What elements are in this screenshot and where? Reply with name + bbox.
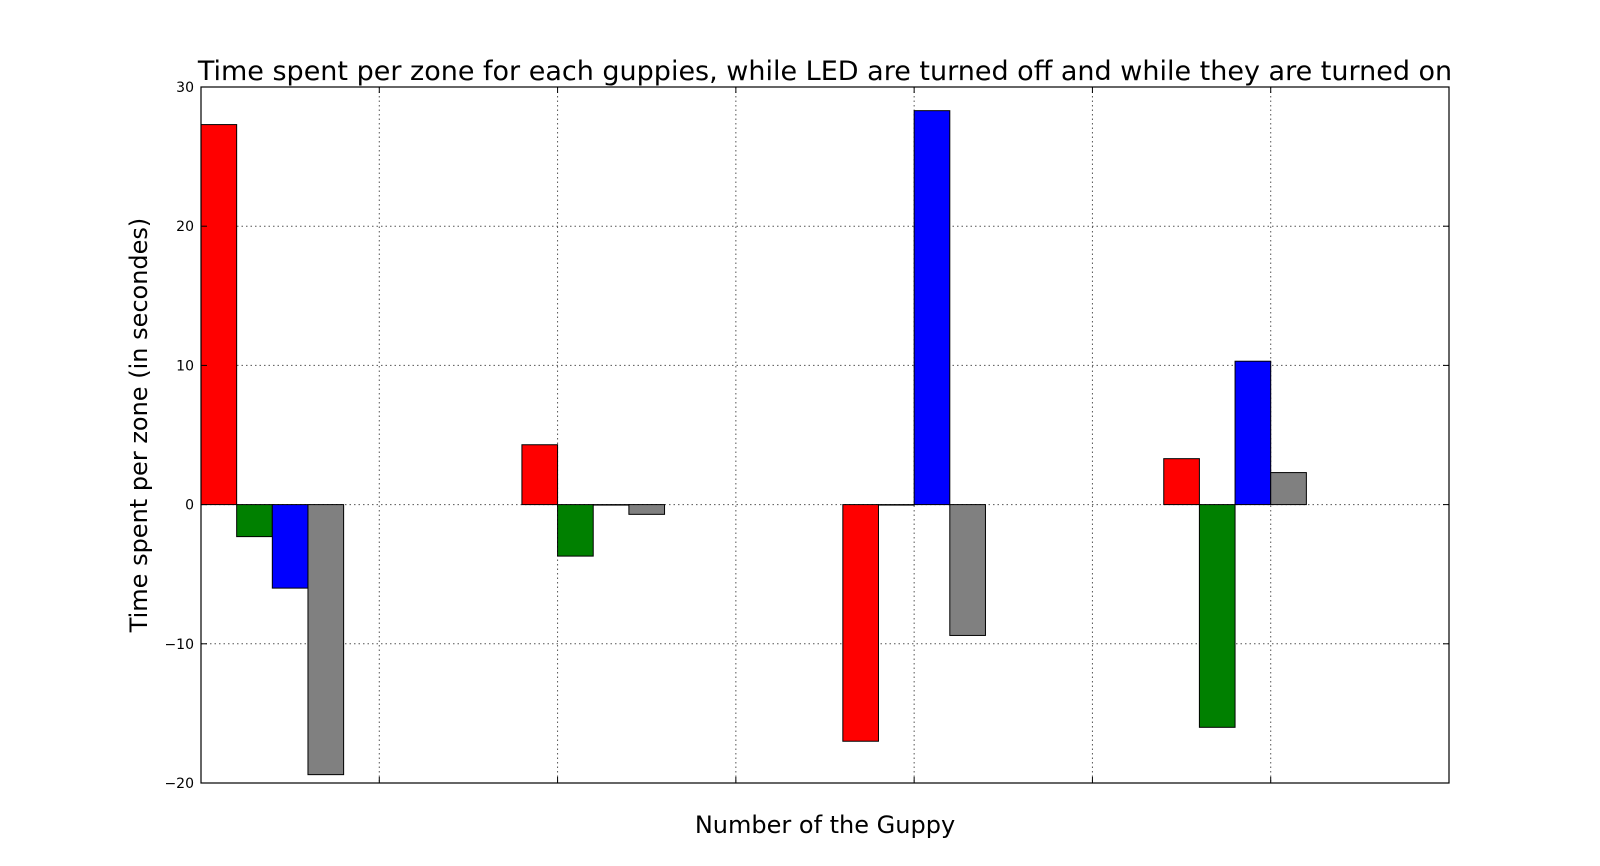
bar [628, 504, 666, 515]
bar [592, 504, 630, 506]
bar [271, 504, 309, 589]
bar [1198, 504, 1236, 728]
bar [1163, 458, 1200, 506]
bar [842, 504, 879, 742]
bar [236, 504, 273, 538]
bar [521, 444, 559, 506]
y-tick-label: −10 [164, 637, 194, 653]
bar [877, 504, 915, 506]
bar [949, 504, 986, 636]
y-axis-label: Time spent per zone (in secondes) [125, 218, 153, 634]
y-tick-label: 0 [185, 498, 194, 514]
bar [1234, 360, 1272, 506]
plot-area-frame [200, 86, 1450, 784]
y-tick-label: 10 [176, 358, 194, 374]
x-axis-label: Number of the Guppy [695, 811, 955, 839]
bar [1270, 472, 1307, 506]
bars-layer [200, 110, 1307, 776]
y-tick-label: −20 [164, 776, 194, 792]
bar [307, 504, 345, 776]
bar [200, 124, 238, 506]
bar [913, 110, 951, 506]
bar [557, 504, 594, 557]
chart-title: Time spent per zone for each guppies, wh… [197, 56, 1452, 87]
y-tick-label: 20 [176, 219, 194, 235]
y-tick-label: 30 [176, 80, 194, 96]
